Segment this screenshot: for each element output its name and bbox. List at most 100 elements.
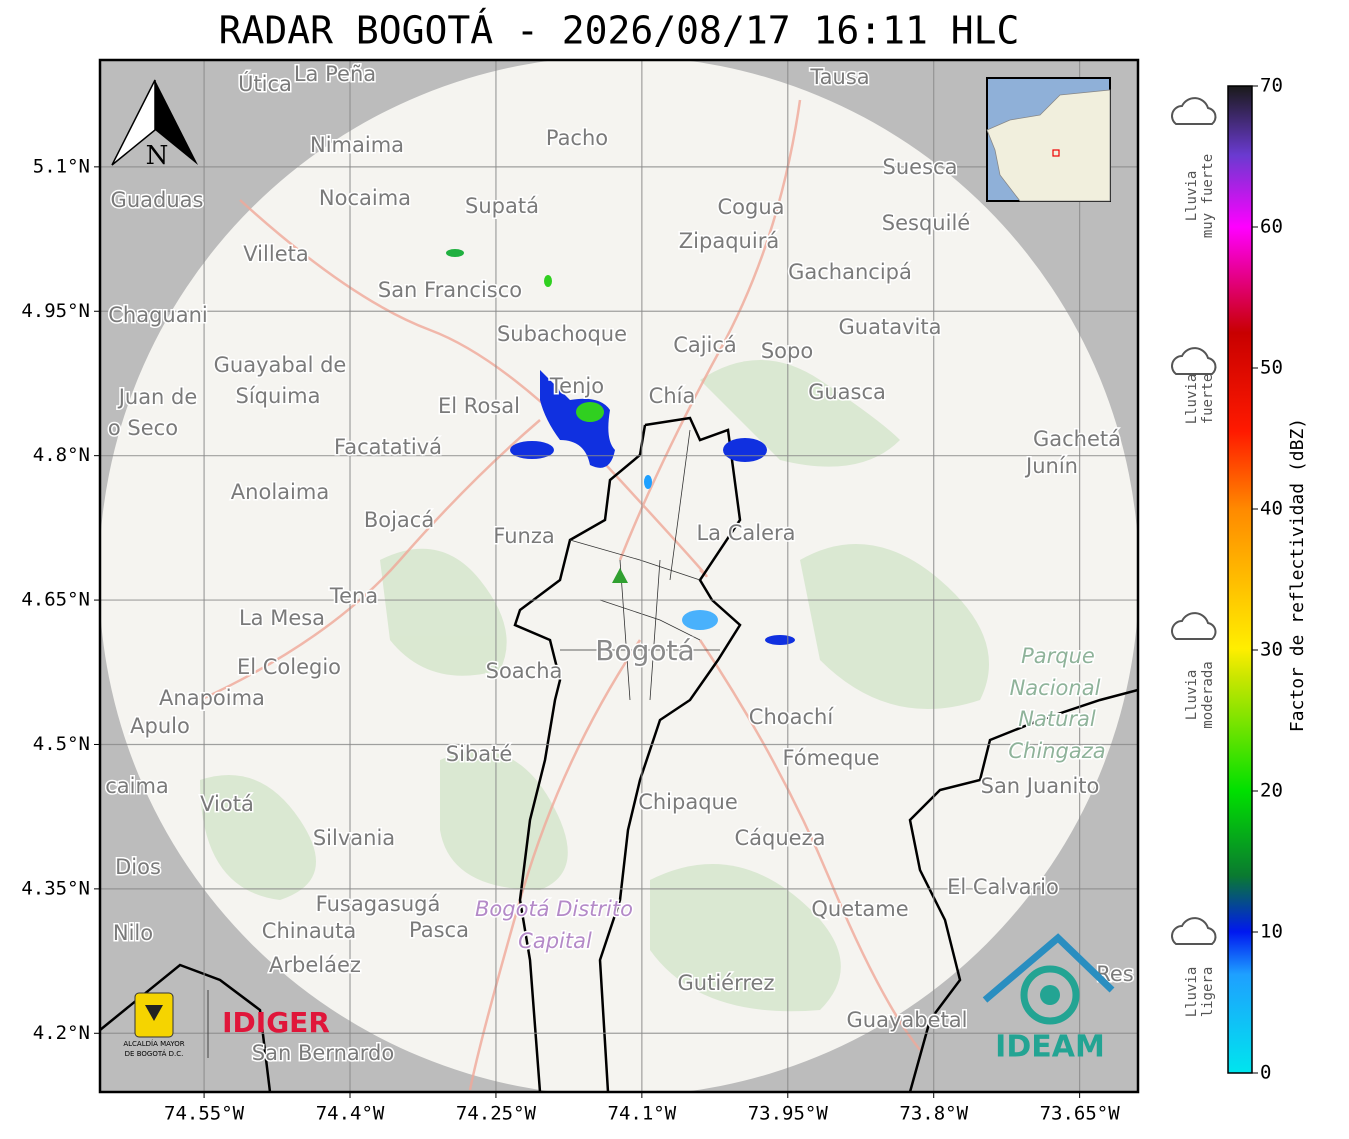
inset-map xyxy=(986,77,1111,202)
place-label: Choachí xyxy=(749,705,835,729)
place-label: Chingaza xyxy=(1008,739,1105,763)
rain-category: muy fuerte xyxy=(1200,154,1216,238)
place-label: Útica xyxy=(238,71,292,96)
place-label: Supatá xyxy=(465,194,539,218)
place-label: San Bernardo xyxy=(252,1041,394,1065)
place-label: San Juanito xyxy=(981,774,1100,798)
place-label: Chaguani xyxy=(108,303,208,327)
north-label: N xyxy=(146,141,169,171)
place-label: Fusagasugá xyxy=(316,892,441,916)
place-label: Capital xyxy=(518,929,592,953)
place-label: Nimaima xyxy=(310,133,404,157)
rain-category: ligera xyxy=(1200,967,1216,1018)
colorbar-tick-label: 70 xyxy=(1260,75,1283,97)
place-label: Guasca xyxy=(808,380,886,404)
place-label: Tausa xyxy=(809,65,869,89)
place-label: Cajicá xyxy=(673,333,737,357)
place-labels: Útica La Peña Tausa Pacho Nimaima Suesca Guadu… xyxy=(104,61,1136,1067)
place-label: Sopo xyxy=(761,339,813,363)
place-label: El Rosal xyxy=(438,394,520,418)
place-label: caima xyxy=(105,774,169,798)
place-label: San Francisco xyxy=(378,278,522,302)
place-label: Juan de xyxy=(117,385,198,409)
lon-tick-label: 73.8°W xyxy=(899,1103,968,1125)
place-label: Arbeláez xyxy=(269,953,361,977)
place-label: Sibaté xyxy=(446,742,513,766)
lat-tick-label: 4.95°N xyxy=(21,300,90,322)
colorbar-tick-label: 10 xyxy=(1260,921,1283,943)
place-label: Cáqueza xyxy=(735,826,826,850)
place-label: Facatativá xyxy=(334,435,442,459)
place-label: Anapoima xyxy=(159,686,265,710)
place-label: Guaduas xyxy=(111,188,204,212)
place-label: Sesquilé xyxy=(882,211,970,235)
place-label: Nacional xyxy=(1010,676,1101,700)
place-label: Quetame xyxy=(811,897,908,921)
rain-icon xyxy=(1171,347,1217,375)
place-label: Anolaima xyxy=(231,480,329,504)
place-label: Nilo xyxy=(113,921,153,945)
graticule xyxy=(100,60,1138,1092)
place-label: Guayabal de xyxy=(214,353,347,377)
place-label: Dios xyxy=(115,855,161,879)
rain-category: fuerte xyxy=(1200,374,1216,425)
place-label: Guayabetal xyxy=(847,1008,968,1032)
place-label: Guatavita xyxy=(839,315,942,339)
lon-tick-label: 74.25°W xyxy=(456,1103,537,1125)
place-label: Junín xyxy=(1024,454,1078,478)
place-label: Subachoque xyxy=(497,322,627,346)
rain-icon xyxy=(1171,917,1217,945)
rain-category: Lluvia xyxy=(1184,374,1200,425)
alcaldia-line: ALCALDÍA MAYOR xyxy=(123,1039,184,1048)
place-label: Fómeque xyxy=(782,746,879,770)
place-label: Tenjo xyxy=(549,374,604,398)
colorbar-tick-label: 0 xyxy=(1260,1062,1271,1084)
colorbar-label: Factor de reflectividad (dBZ) xyxy=(1287,418,1308,732)
place-label: Gachancipá xyxy=(788,260,912,284)
place-label: o Seco xyxy=(108,416,178,440)
logo-alcaldia: ALCALDÍA MAYOR DE BOGOTÁ D.C. IDIGER xyxy=(123,990,330,1058)
rain-category: moderada xyxy=(1200,661,1216,728)
place-label: Silvania xyxy=(313,826,395,850)
boundaries xyxy=(100,416,1138,1092)
place-label: Bogotá Distrito xyxy=(475,897,633,921)
colorbar-axis: 0 10 20 30 40 50 60 70 xyxy=(1252,75,1283,1084)
localities xyxy=(560,429,720,701)
lat-tick-label: 4.35°N xyxy=(21,877,90,899)
lat-tick-label: 4.2°N xyxy=(33,1022,90,1044)
place-label: Bogotá xyxy=(595,634,694,667)
lat-tick-label: 4.65°N xyxy=(21,589,90,611)
place-label: El Colegio xyxy=(237,655,341,679)
rain-category: Lluvia xyxy=(1184,967,1200,1018)
place-label: Villeta xyxy=(243,242,308,266)
place-label: Pasca xyxy=(409,918,469,942)
rain-category: Lluvia xyxy=(1184,670,1200,721)
lon-tick-label: 74.4°W xyxy=(316,1103,385,1125)
place-label: Zipaquirá xyxy=(679,229,779,253)
place-label: La Mesa xyxy=(239,606,325,630)
colorbar-tick-label: 50 xyxy=(1260,357,1283,379)
place-label: Cogua xyxy=(717,195,784,219)
place-label: Pacho xyxy=(546,126,608,150)
rain-icon xyxy=(1171,97,1217,125)
alcaldia-line: DE BOGOTÁ D.C. xyxy=(125,1049,184,1058)
place-label: Bojacá xyxy=(364,508,434,532)
colorbar-tick-label: 20 xyxy=(1260,780,1283,802)
colorbar-tick-label: 40 xyxy=(1260,498,1283,520)
place-label: Res xyxy=(1096,962,1134,986)
place-label: Gutiérrez xyxy=(678,971,775,995)
map: Útica La Peña Tausa Pacho Nimaima Suesca Guadu… xyxy=(100,60,1138,1092)
lat-tick-label: 5.1°N xyxy=(33,155,90,177)
place-label: Funza xyxy=(493,524,554,548)
place-label: Síquima xyxy=(236,384,321,408)
colorbar-tick-label: 60 xyxy=(1260,216,1283,238)
title: RADAR BOGOTÁ - 2026/08/17 16:11 HLC xyxy=(219,9,1020,53)
rain-category: Lluvia xyxy=(1184,171,1200,222)
colorbar xyxy=(1227,85,1253,1074)
colorbar-tick-label: 30 xyxy=(1260,639,1283,661)
lon-tick-label: 73.65°W xyxy=(1040,1103,1121,1125)
place-label: La Calera xyxy=(696,521,795,545)
lon-tick-label: 74.55°W xyxy=(164,1103,245,1125)
